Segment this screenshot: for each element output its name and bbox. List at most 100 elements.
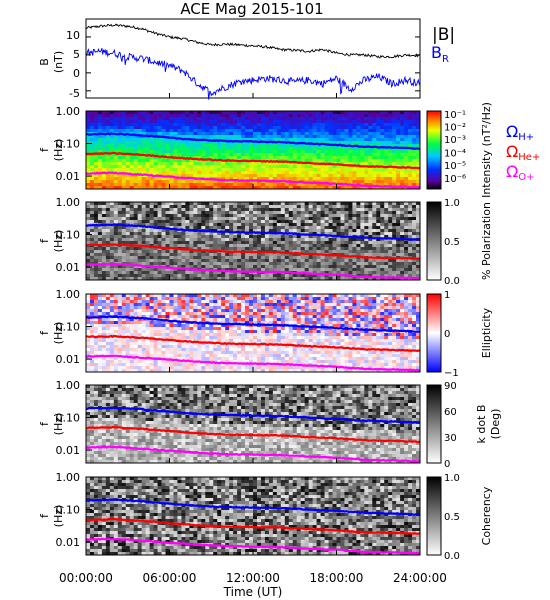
heatmap-cell [308, 259, 313, 263]
heatmap-cell [237, 174, 242, 178]
heatmap-cell [93, 126, 99, 130]
heatmap-cell [336, 153, 341, 157]
heatmap-cell [97, 177, 103, 181]
heatmap-cell [173, 217, 178, 221]
heatmap-cell [169, 271, 174, 275]
heatmap-cell [368, 265, 373, 269]
heatmap-cell [145, 232, 150, 236]
heatmap-cell [300, 250, 305, 254]
heatmap-cell [404, 235, 409, 239]
heatmap-cell [253, 208, 258, 212]
heatmap-cell [249, 177, 254, 181]
heatmap-cell [388, 250, 393, 254]
heatmap-cell [221, 180, 226, 184]
heatmap-cell [221, 114, 226, 118]
heatmap-cell [173, 268, 178, 272]
heatmap-cell [264, 156, 270, 160]
heatmap-cell [86, 117, 91, 121]
heatmap-cell [217, 214, 222, 218]
heatmap-cell [356, 129, 361, 133]
heatmap-cell [117, 111, 123, 115]
heatmap-cell [137, 135, 142, 139]
heatmap-cell [141, 309, 146, 313]
heatmap-cell [296, 171, 302, 175]
heatmap-cell [109, 141, 115, 145]
heatmap-cell [280, 177, 286, 181]
heatmap-cell [245, 117, 250, 121]
heatmap-cell [328, 153, 333, 157]
heatmap-cell [145, 306, 150, 310]
heatmap-cell [376, 274, 381, 278]
heatmap-cell [241, 226, 246, 230]
heatmap-cell [237, 220, 242, 224]
heatmap-cell [125, 256, 131, 260]
heatmap-cell [388, 244, 393, 248]
heatmap-cell [260, 114, 266, 118]
heatmap-cell [324, 250, 329, 254]
heatmap-cell [169, 253, 174, 257]
heatmap-cell [217, 277, 222, 281]
heatmap-cell [356, 111, 361, 115]
heatmap-cell [145, 117, 150, 121]
heatmap-cell [165, 256, 170, 260]
y-axis-label: f [38, 238, 51, 243]
heatmap-cell [384, 244, 389, 248]
heatmap-cell [105, 177, 111, 181]
heatmap-cell [308, 150, 313, 154]
heatmap-cell [320, 241, 325, 245]
heatmap-cell [97, 360, 103, 364]
heatmap-cell [312, 238, 317, 242]
heatmap-cell [125, 232, 131, 236]
heatmap-cell [193, 214, 198, 218]
heatmap-cell [292, 235, 298, 239]
legend-b-total: |B| [432, 25, 455, 45]
heatmap-cell [332, 223, 337, 227]
heatmap-cell [241, 247, 246, 251]
heatmap-cell [388, 226, 393, 230]
heatmap-cell [97, 120, 103, 124]
heatmap-cell [209, 180, 214, 184]
heatmap-cell [372, 174, 377, 178]
heatmap-cell [133, 220, 138, 224]
heatmap-cell [137, 271, 142, 275]
heatmap-cell [360, 220, 365, 224]
heatmap-cell [233, 241, 238, 245]
heatmap-cell [93, 232, 99, 236]
heatmap-cell [260, 144, 266, 148]
heatmap-cell [229, 247, 234, 251]
heatmap-cell [177, 235, 182, 239]
heatmap-cell [173, 214, 178, 218]
heatmap-cell [400, 241, 405, 245]
heatmap-cell [141, 294, 146, 298]
heatmap-cell [256, 117, 262, 121]
heatmap-cell [272, 229, 278, 233]
heatmap-cell [161, 111, 166, 115]
heatmap-cell [209, 168, 214, 172]
heatmap-cell [149, 366, 154, 370]
heatmap-cell [249, 171, 254, 175]
heatmap-cell [153, 363, 158, 367]
heatmap-cell [241, 132, 246, 136]
heatmap-cell [161, 114, 166, 118]
heatmap-cell [296, 165, 302, 169]
heatmap-cell [165, 162, 170, 166]
heatmap-cell [101, 238, 107, 242]
heatmap-cell [149, 363, 154, 367]
heatmap-cell [169, 117, 174, 121]
heatmap-cell [388, 177, 393, 181]
heatmap-cell [292, 238, 298, 242]
heatmap-cell [93, 202, 99, 206]
heatmap-cell [300, 229, 305, 233]
heatmap-cell [237, 156, 242, 160]
heatmap-cell [193, 202, 198, 206]
heatmap-cell [117, 274, 123, 278]
heatmap-cell [249, 168, 254, 172]
heatmap-cell [201, 183, 206, 187]
heatmap-cell [121, 156, 127, 160]
heatmap-cell [392, 277, 397, 281]
heatmap-cell [97, 274, 103, 278]
heatmap-cell [324, 256, 329, 260]
heatmap-cell [209, 277, 214, 281]
heatmap-cell [125, 294, 131, 298]
heatmap-cell [364, 211, 369, 215]
